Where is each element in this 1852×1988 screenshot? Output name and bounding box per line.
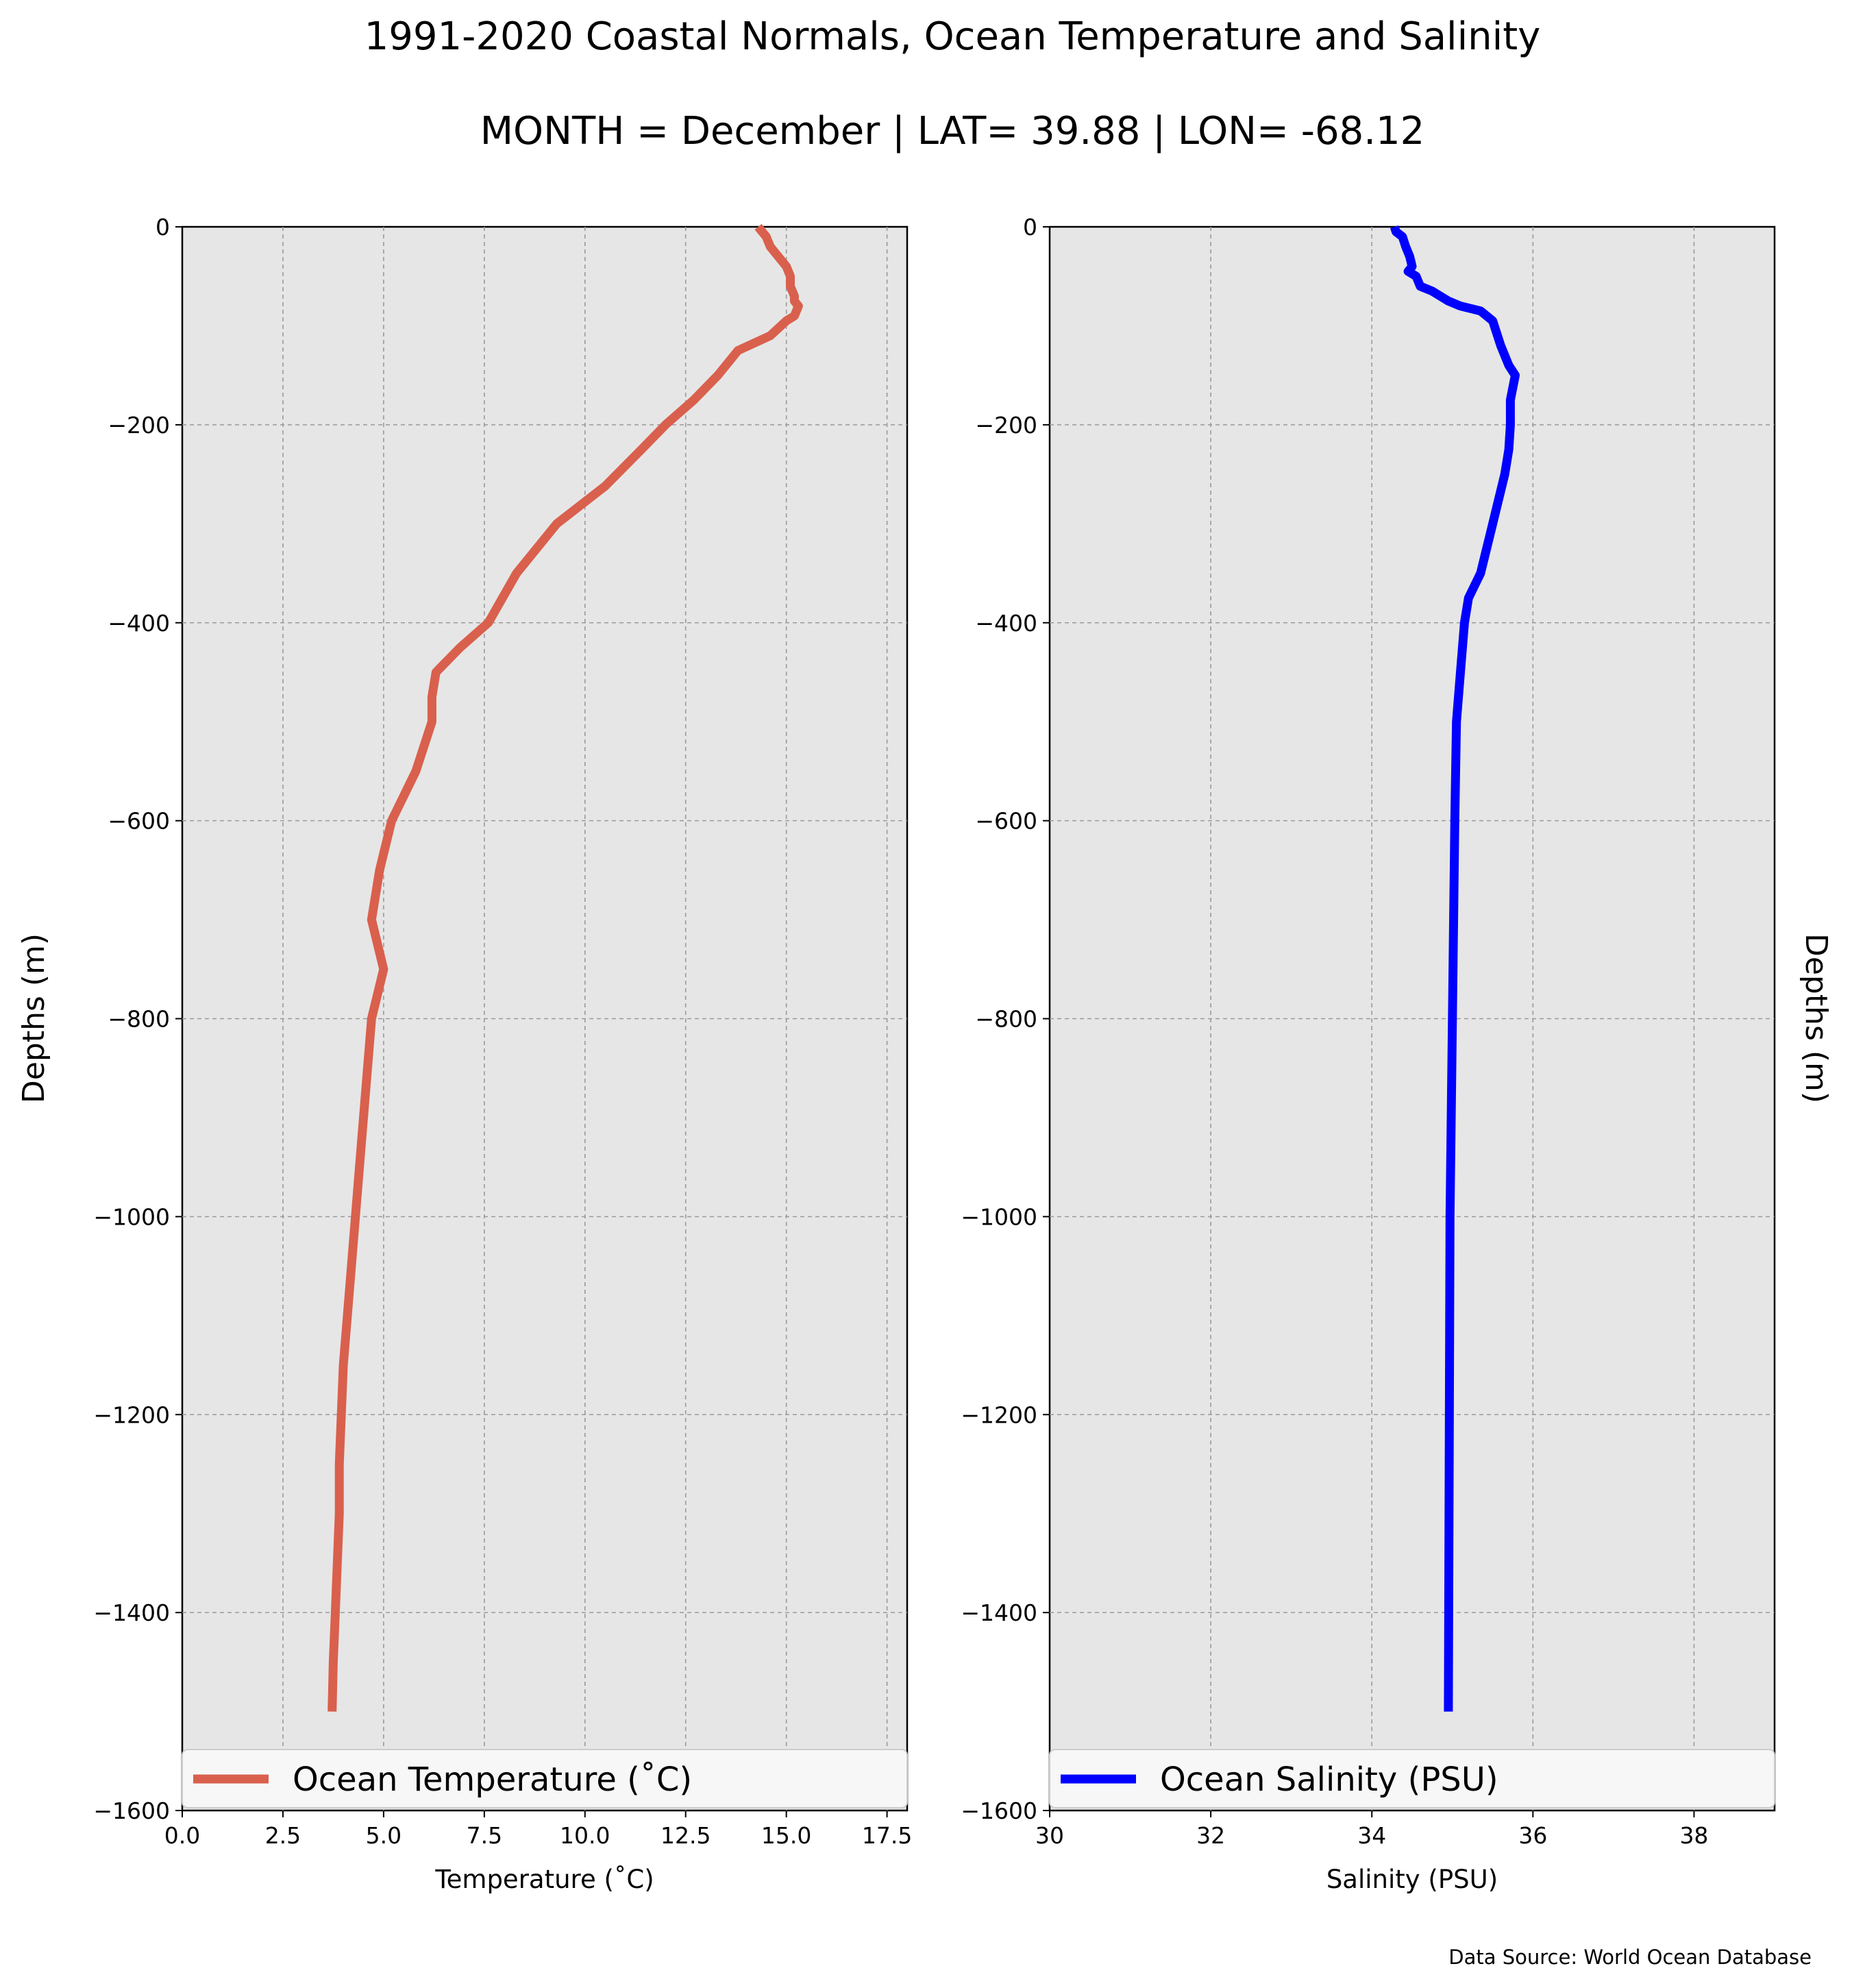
temperature-y-tick-label: 0 bbox=[156, 214, 170, 241]
temperature-y-tick-label: −600 bbox=[108, 808, 170, 835]
salinity-x-tick-label: 36 bbox=[1518, 1822, 1547, 1849]
chart-subtitle: MONTH = December | LAT= 39.88 | LON= -68… bbox=[480, 109, 1425, 154]
salinity-y-tick-label: −1600 bbox=[961, 1797, 1037, 1824]
salinity-x-ticks: 30 32 34 36 38 bbox=[1035, 1811, 1708, 1849]
temperature-legend: Ocean Temperature (˚C) bbox=[182, 1749, 908, 1808]
temperature-y-tick-label: −1000 bbox=[93, 1203, 170, 1230]
salinity-x-axis-label: Salinity (PSU) bbox=[1326, 1865, 1498, 1894]
salinity-y-tick-label: −200 bbox=[975, 412, 1037, 439]
temperature-x-tick-label: 12.5 bbox=[660, 1822, 711, 1849]
salinity-y-tick-label: 0 bbox=[1023, 214, 1037, 241]
salinity-panel: 30 32 34 36 38 0 −200 −400 −600 −800 −1000 −1200 −1… bbox=[961, 214, 1834, 1894]
temperature-legend-box bbox=[182, 1749, 908, 1808]
temperature-y-tick-label: −200 bbox=[108, 412, 170, 439]
temperature-y-tick-label: −400 bbox=[108, 610, 170, 637]
temperature-grid bbox=[182, 227, 907, 1811]
temperature-x-ticks: 0.0 2.5 5.0 7.5 10.0 12.5 15.0 17.5 bbox=[164, 1811, 912, 1849]
temperature-legend-label: Ocean Temperature (˚C) bbox=[293, 1760, 692, 1799]
temperature-x-tick-label: 17.5 bbox=[862, 1822, 912, 1849]
salinity-y-tick-label: −600 bbox=[975, 808, 1037, 835]
temperature-x-tick-label: 5.0 bbox=[366, 1822, 402, 1849]
salinity-y-tick-label: −400 bbox=[975, 610, 1037, 637]
temperature-y-tick-label: −1200 bbox=[93, 1401, 170, 1428]
temperature-x-tick-label: 10.0 bbox=[560, 1822, 610, 1849]
salinity-legend-box bbox=[1049, 1749, 1775, 1808]
salinity-series-layer bbox=[1390, 225, 1520, 1712]
temperature-y-tick-label: −800 bbox=[108, 1006, 170, 1033]
salinity-y-tick-label: −1200 bbox=[961, 1401, 1037, 1428]
salinity-x-tick-label: 30 bbox=[1035, 1822, 1064, 1849]
temperature-series-line bbox=[328, 223, 803, 1712]
temperature-series-layer bbox=[328, 223, 803, 1712]
salinity-grid bbox=[1050, 227, 1775, 1811]
salinity-y-axis-label: Depths (m) bbox=[1799, 933, 1834, 1103]
temperature-y-axis-label: Depths (m) bbox=[16, 933, 51, 1103]
salinity-x-tick-label: 38 bbox=[1679, 1822, 1708, 1849]
temperature-x-axis-label: Temperature (˚C) bbox=[434, 1865, 654, 1894]
chart-title: 1991-2020 Coastal Normals, Ocean Tempera… bbox=[365, 14, 1541, 59]
salinity-y-tick-label: −1000 bbox=[961, 1203, 1037, 1230]
salinity-x-tick-label: 32 bbox=[1196, 1822, 1225, 1849]
temperature-y-ticks: 0 −200 −400 −600 −800 −1000 −1200 −1400 −1600 bbox=[93, 214, 182, 1824]
salinity-x-tick-label: 34 bbox=[1357, 1822, 1386, 1849]
temperature-y-tick-label: −1600 bbox=[93, 1797, 170, 1824]
temperature-x-tick-label: 15.0 bbox=[761, 1822, 811, 1849]
temperature-x-tick-label: 7.5 bbox=[467, 1822, 502, 1849]
salinity-series-line bbox=[1390, 225, 1520, 1712]
salinity-legend-label: Ocean Salinity (PSU) bbox=[1160, 1760, 1498, 1799]
salinity-legend: Ocean Salinity (PSU) bbox=[1049, 1749, 1775, 1808]
data-source-note: Data Source: World Ocean Database bbox=[1448, 1946, 1812, 1969]
temperature-y-tick-label: −1400 bbox=[93, 1599, 170, 1626]
temperature-x-tick-label: 0.0 bbox=[164, 1822, 200, 1849]
temperature-x-tick-label: 2.5 bbox=[265, 1822, 301, 1849]
temperature-panel: 0.0 2.5 5.0 7.5 10.0 12.5 15.0 17.5 0 −200 −400 −6… bbox=[16, 214, 912, 1894]
salinity-y-tick-label: −800 bbox=[975, 1006, 1037, 1033]
salinity-y-ticks: 0 −200 −400 −600 −800 −1000 −1200 −1400 −1600 bbox=[961, 214, 1050, 1824]
salinity-y-tick-label: −1400 bbox=[961, 1599, 1037, 1626]
